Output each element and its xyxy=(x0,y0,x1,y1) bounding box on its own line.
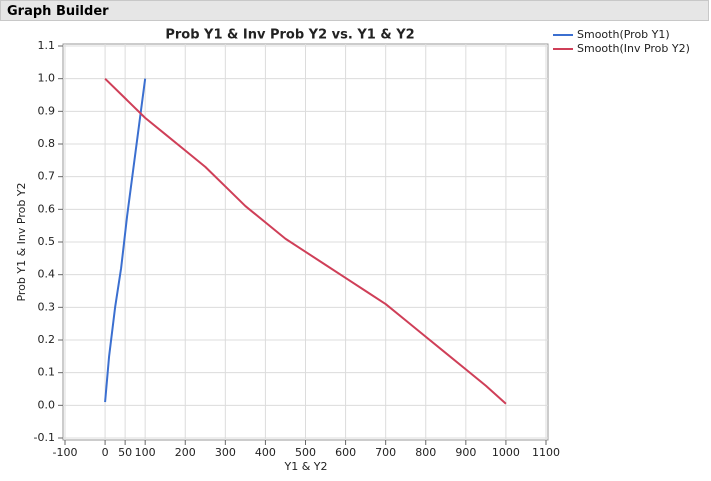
y-tick-label: 0.4 xyxy=(38,268,56,281)
x-tick-label: 400 xyxy=(255,446,276,459)
x-tick-label: 200 xyxy=(175,446,196,459)
x-tick-label: 0 xyxy=(102,446,109,459)
x-tick-label: 600 xyxy=(335,446,356,459)
y-tick-label: -0.1 xyxy=(34,431,55,444)
x-tick-label: 100 xyxy=(135,446,156,459)
x-tick-label: 800 xyxy=(415,446,436,459)
y-tick-label: 0.8 xyxy=(38,137,56,150)
legend-label: Smooth(Inv Prob Y2) xyxy=(577,42,690,55)
y-tick-label: 0.1 xyxy=(38,366,56,379)
y-tick-label: 1.1 xyxy=(38,39,56,52)
x-tick-label: 700 xyxy=(375,446,396,459)
y-tick-label: 0.7 xyxy=(38,170,56,183)
x-tick-label: 500 xyxy=(295,446,316,459)
y-axis-label: Prob Y1 & Inv Prob Y2 xyxy=(15,182,28,301)
x-tick-label: 1000 xyxy=(492,446,520,459)
y-tick-label: 0.3 xyxy=(38,300,56,313)
y-tick-label: 1.0 xyxy=(38,72,56,85)
y-tick-label: 0.6 xyxy=(38,202,56,215)
y-tick-label: 0.0 xyxy=(38,398,56,411)
line xyxy=(104,77,507,405)
x-tick-label: 300 xyxy=(215,446,236,459)
line xyxy=(104,78,147,403)
y-tick-label: 0.9 xyxy=(38,104,56,117)
x-tick-label: 50 xyxy=(118,446,132,459)
x-tick-label: 900 xyxy=(455,446,476,459)
y-tick-label: 0.5 xyxy=(38,235,56,248)
chart-title: Prob Y1 & Inv Prob Y2 vs. Y1 & Y2 xyxy=(165,28,414,43)
x-tick-label: 1100 xyxy=(532,446,560,459)
y-tick-label: 0.2 xyxy=(38,333,56,346)
header: Graph Builder xyxy=(0,0,709,21)
x-tick-label: -100 xyxy=(53,446,78,459)
x-axis-label: Y1 & Y2 xyxy=(283,460,327,473)
legend-label: Smooth(Prob Y1) xyxy=(577,28,670,41)
